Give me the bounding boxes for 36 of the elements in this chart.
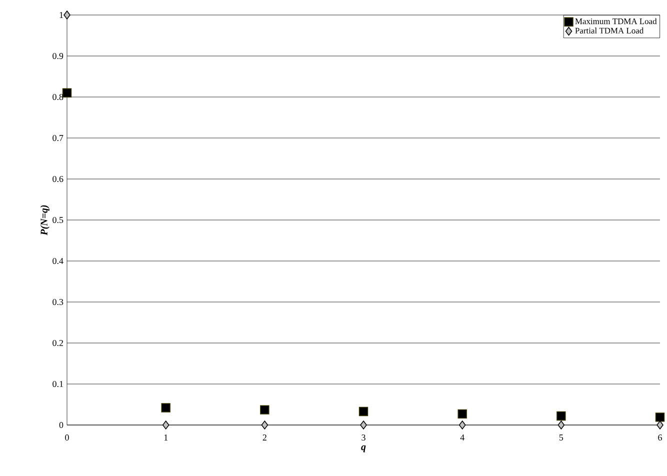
point	[558, 420, 565, 430]
y-tick-label: 0.6	[52, 176, 64, 182]
y-tick-label: 0.4	[52, 258, 64, 264]
y-tick-label: 0.1	[52, 380, 63, 388]
y-tick-label: 0.7	[52, 134, 64, 142]
point	[261, 420, 268, 430]
point	[655, 412, 665, 422]
x-tick-label: 6	[658, 434, 662, 441]
y-tick-label: 0.3	[52, 298, 64, 306]
y-tick-label: 0	[59, 422, 64, 428]
x-tick-label: 0	[65, 434, 69, 441]
y-tick-label: 1	[60, 12, 63, 18]
point	[358, 406, 368, 416]
point	[62, 88, 72, 98]
x-tick-label: 5	[559, 434, 564, 440]
point	[64, 10, 70, 20]
x-tick-label: 4	[460, 434, 464, 440]
point	[556, 411, 566, 421]
point	[656, 420, 664, 430]
point	[260, 405, 270, 414]
y-tick-label: 0.9	[52, 52, 64, 60]
x-tick-label: 1	[164, 434, 168, 440]
x-tick-label: 3	[362, 434, 366, 441]
point	[458, 409, 467, 419]
y-tick-label: 0.2	[52, 340, 63, 346]
point	[161, 403, 170, 412]
x-tick-label: 2	[262, 434, 266, 440]
point	[162, 420, 170, 430]
legend-label: Partial TDMA Load	[575, 28, 644, 34]
y-tick-label: 0.5	[52, 216, 64, 224]
y-axis-title: P(N=q)	[40, 205, 50, 236]
point	[458, 420, 466, 430]
y-tick-label: 0.8	[52, 94, 64, 100]
legend-label: Maximum TDMA Load	[575, 18, 657, 24]
x-axis-title: q	[361, 445, 366, 452]
point	[360, 420, 367, 430]
